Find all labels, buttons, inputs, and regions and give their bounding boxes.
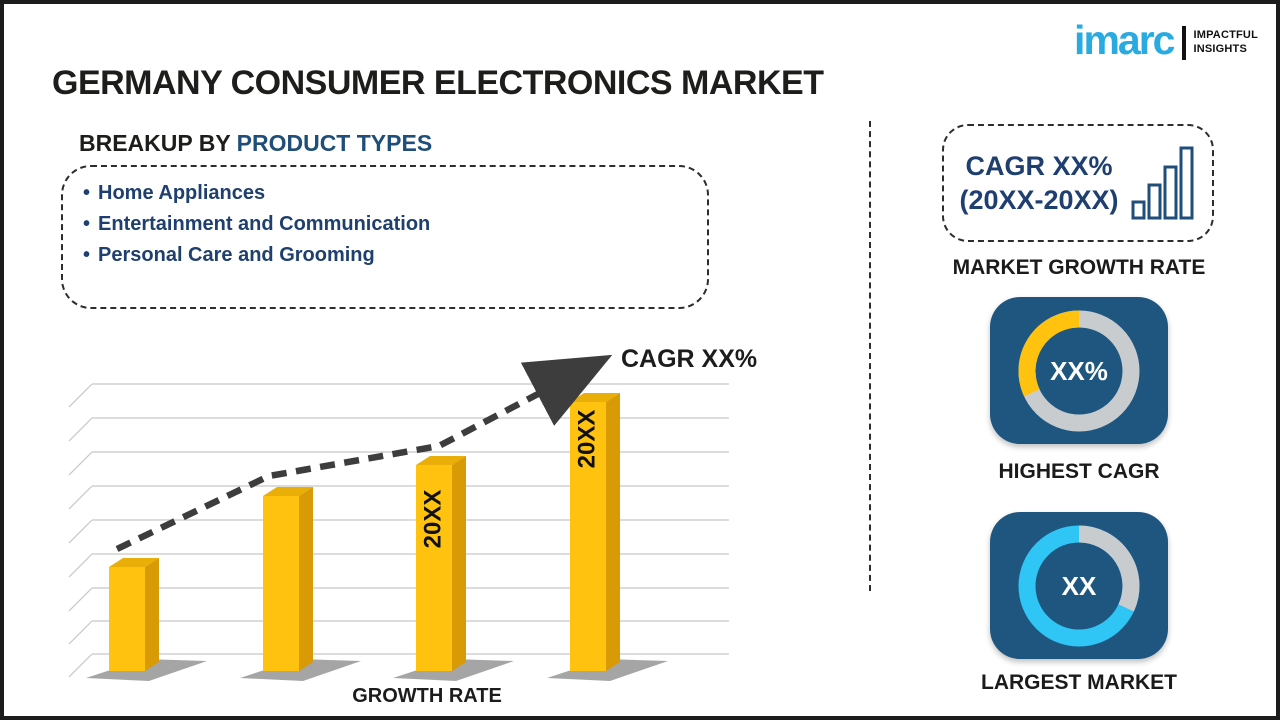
bullet-icon: • xyxy=(83,213,91,235)
cagr-summary-text: CAGR XX% (20XX-20XX) xyxy=(959,149,1118,217)
logo-tagline-line1: IMPACTFUL xyxy=(1193,29,1258,42)
market-growth-rate-label: MARKET GROWTH RATE xyxy=(952,256,1206,279)
bar-label-20xx: 20XX xyxy=(419,490,446,549)
largest-market-donut: XX xyxy=(1018,525,1140,646)
highest-cagr-value: XX% xyxy=(1050,355,1108,385)
bar-label-20xx: 20XX xyxy=(573,410,600,469)
product-types-box: • Home Appliances • Entertainment and Comm… xyxy=(61,165,709,309)
bar-2017 xyxy=(263,487,313,671)
largest-market-card: XX xyxy=(990,512,1168,659)
bar-2015 xyxy=(109,558,159,671)
largest-market-value: XX xyxy=(1062,570,1097,600)
imarc-logo-text: imarc xyxy=(1074,17,1175,63)
cagr-value: CAGR XX% xyxy=(965,151,1113,181)
cagr-period: (20XX-20XX) xyxy=(959,185,1119,215)
product-type-personal-care-grooming: Personal Care and Grooming xyxy=(98,244,375,266)
growth-rate-bar-chart: 20XX 20XX CAGR XX% GROWTH RATE xyxy=(68,345,757,707)
logo-tagline-line2: INSIGHTS xyxy=(1193,42,1248,55)
largest-market-label: LARGEST MARKET xyxy=(981,671,1177,694)
highest-cagr-donut: XX% xyxy=(1018,310,1140,431)
breakup-heading-highlight: PRODUCT TYPES xyxy=(236,130,433,156)
page-title: GERMANY CONSUMER ELECTRONICS MARKET xyxy=(52,64,824,102)
list-item: • Entertainment and Communication xyxy=(83,209,687,240)
list-item: • Home Appliances xyxy=(83,178,687,209)
cagr-trend-arrow xyxy=(115,354,613,552)
bar-20xx-fourth: 20XX xyxy=(570,393,620,671)
cagr-annotation: CAGR XX% xyxy=(621,345,757,373)
highest-cagr-label: HIGHEST CAGR xyxy=(998,460,1160,483)
product-type-home-appliances: Home Appliances xyxy=(98,182,266,204)
highest-cagr-card: XX% xyxy=(990,297,1168,444)
chart-gridlines xyxy=(68,383,729,678)
section-divider xyxy=(869,121,871,591)
chart-xlabel: GROWTH RATE xyxy=(352,685,502,707)
breakup-heading-prefix: BREAKUP BY xyxy=(79,130,237,156)
logo-tagline: IMPACTFUL INSIGHTS xyxy=(1193,29,1258,55)
bullet-icon: • xyxy=(83,244,91,266)
bullet-icon: • xyxy=(83,182,91,204)
cagr-summary-box: CAGR XX% (20XX-20XX) xyxy=(942,124,1214,242)
bar-20xx-third: 20XX xyxy=(416,456,466,671)
list-item: • Personal Care and Grooming xyxy=(83,240,687,271)
product-type-entertainment-communication: Entertainment and Communication xyxy=(98,213,431,235)
growth-bars-icon xyxy=(1131,146,1194,220)
imarc-logo: imarc IMPACTFUL INSIGHTS xyxy=(1074,20,1258,65)
logo-divider-bar xyxy=(1182,25,1187,60)
breakup-heading: BREAKUP BY PRODUCT TYPES xyxy=(79,130,432,157)
